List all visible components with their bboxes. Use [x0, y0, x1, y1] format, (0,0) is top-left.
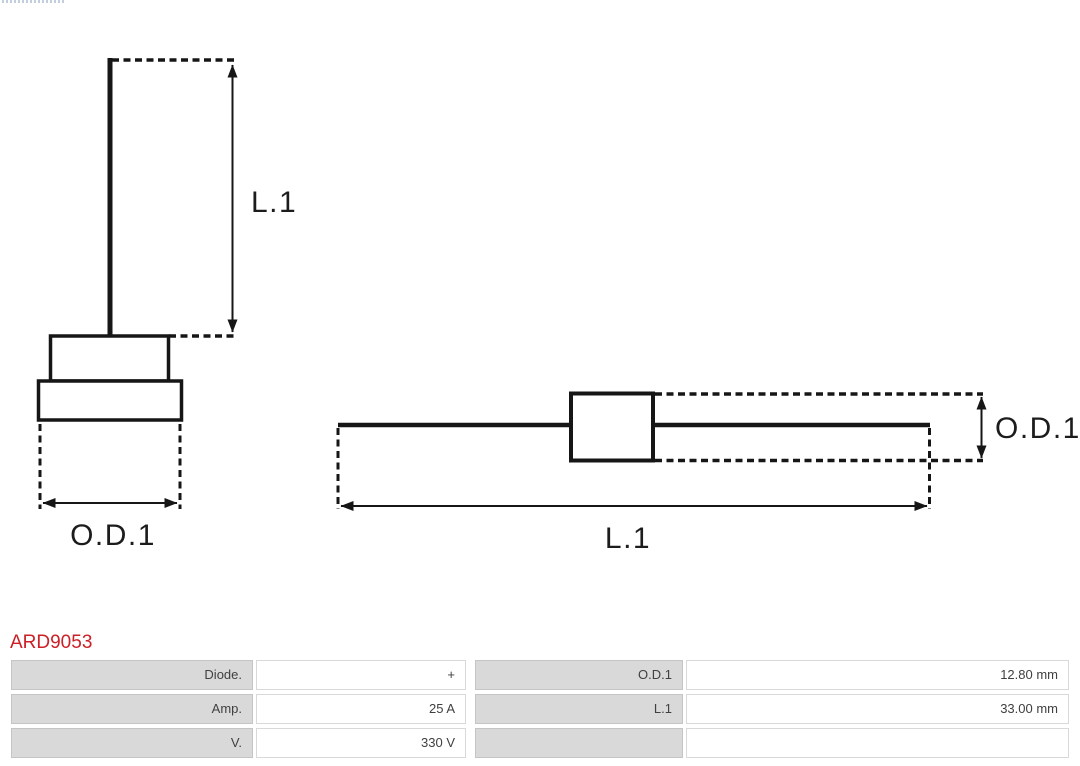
product-code: ARD9053: [10, 632, 93, 653]
spec-row: V. 330 V: [11, 728, 1069, 758]
spec-label-cell: V.: [11, 728, 253, 758]
spec-label-cell: [475, 728, 683, 758]
spec-label-cell: Amp.: [11, 694, 253, 724]
front-view: [36, 58, 238, 509]
side-diameter-label: O.D.1: [995, 412, 1080, 445]
front-diameter-label: O.D.1: [70, 519, 156, 552]
spec-label-cell: L.1: [475, 694, 683, 724]
front-body-base: [36, 379, 184, 422]
spec-value-cell: 330 V: [256, 728, 466, 758]
spec-value-cell: 25 A: [256, 694, 466, 724]
spec-value-cell: 12.80 mm: [686, 660, 1069, 690]
front-body-top: [48, 334, 171, 383]
top-left-dotted-artifact: [2, 0, 64, 3]
front-length-label: L.1: [251, 186, 297, 219]
spec-value-cell: 33.00 mm: [686, 694, 1069, 724]
spec-row: Diode. + O.D.1 12.80 mm: [11, 660, 1069, 690]
spec-value-cell: +: [256, 660, 466, 690]
side-body: [569, 391, 655, 463]
side-length-label: L.1: [605, 522, 651, 555]
diode-dimension-diagram: L.1 O.D.1 L.1 O.D.1: [36, 58, 1080, 555]
spec-table: Diode. + O.D.1 12.80 mm Amp. 25 A L.1 33…: [11, 660, 1069, 762]
spec-value-cell: [686, 728, 1069, 758]
spec-row: Amp. 25 A L.1 33.00 mm: [11, 694, 1069, 724]
spec-label-cell: Diode.: [11, 660, 253, 690]
side-view: [336, 391, 987, 511]
spec-label-cell: O.D.1: [475, 660, 683, 690]
